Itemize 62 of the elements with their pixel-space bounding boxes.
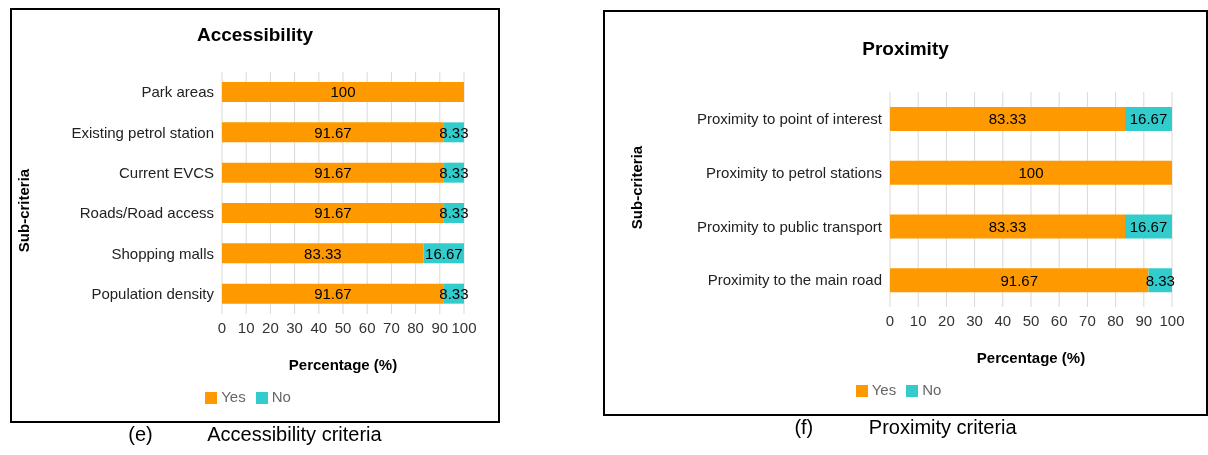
x-tick-label: 100 bbox=[1159, 311, 1185, 329]
x-tick-label: 40 bbox=[310, 318, 328, 336]
x-tick-label: 70 bbox=[383, 318, 400, 336]
x-tick-label: 50 bbox=[334, 318, 352, 336]
legend-label: No bbox=[922, 381, 942, 398]
x-tick-label: 30 bbox=[286, 318, 303, 336]
chart-title: Proximity bbox=[861, 37, 950, 61]
y-tick-label: Proximity to public transport bbox=[696, 217, 883, 235]
y-tick-label: Proximity to petrol stations bbox=[706, 163, 882, 181]
x-tick-label: 10 bbox=[237, 318, 255, 336]
bar bbox=[222, 243, 424, 264]
x-tick-label: 50 bbox=[1022, 311, 1040, 329]
y-tick-label: Shopping malls bbox=[111, 244, 214, 262]
x-tick-label: 90 bbox=[1135, 311, 1153, 329]
x-tick-label: 60 bbox=[1050, 311, 1068, 329]
data-label: 91.67 bbox=[314, 204, 352, 222]
x-tick-label: 90 bbox=[431, 318, 449, 336]
data-label: 83.33 bbox=[304, 244, 342, 262]
text: (e) Accessibility criteria bbox=[127, 423, 383, 446]
legend-label: Yes bbox=[871, 381, 897, 398]
x-tick-label: 0 bbox=[885, 311, 895, 329]
y-tick-label: Park areas bbox=[141, 83, 214, 101]
data-label: 16.67 bbox=[425, 244, 463, 262]
data-label: 83.33 bbox=[988, 110, 1027, 128]
x-tick-label: 30 bbox=[966, 311, 983, 329]
y-tick-label: Proximity to the main road bbox=[707, 271, 882, 289]
x-tick-label: 0 bbox=[217, 318, 227, 336]
x-axis-title: Percentage (%) bbox=[288, 356, 398, 373]
bar bbox=[890, 107, 1125, 131]
y-axis-title: Sub-criteria bbox=[628, 145, 646, 229]
x-tick-label: 60 bbox=[358, 318, 376, 336]
data-label: 91.67 bbox=[314, 284, 352, 302]
x-tick-label: 80 bbox=[407, 318, 424, 336]
data-label: 100 bbox=[1018, 164, 1044, 182]
bar bbox=[890, 214, 1125, 239]
text: (f) Proximity criteria bbox=[793, 416, 1018, 439]
x-tick-label: 70 bbox=[1079, 311, 1096, 329]
data-label: 91.67 bbox=[1000, 271, 1039, 289]
y-tick-label: Proximity to point of interest bbox=[696, 110, 883, 128]
data-label: 16.67 bbox=[1129, 110, 1168, 128]
data-label: 91.67 bbox=[314, 123, 352, 141]
y-tick-label: Existing petrol station bbox=[71, 123, 214, 141]
legend-label: Yes bbox=[221, 388, 246, 405]
chart-title: Accessibility bbox=[195, 23, 315, 47]
legend-label: No bbox=[271, 388, 291, 405]
y-tick-label: Current EVCS bbox=[118, 164, 214, 182]
x-tick-label: 100 bbox=[451, 318, 477, 336]
bar bbox=[890, 160, 1172, 185]
x-tick-label: 80 bbox=[1107, 311, 1124, 329]
data-label: 16.67 bbox=[1129, 217, 1168, 235]
data-label: 83.33 bbox=[988, 217, 1027, 235]
y-tick-label: Population density bbox=[91, 285, 215, 303]
data-label: 91.67 bbox=[314, 163, 352, 181]
data-label: 100 bbox=[330, 83, 356, 101]
x-tick-label: 20 bbox=[262, 318, 279, 336]
y-axis-title: Sub-criteria bbox=[15, 168, 33, 252]
bar bbox=[222, 82, 464, 102]
x-tick-label: 20 bbox=[938, 311, 955, 329]
x-tick-label: 40 bbox=[994, 311, 1012, 329]
x-tick-label: 10 bbox=[909, 311, 927, 329]
y-tick-label: Roads/Road access bbox=[79, 204, 214, 222]
x-axis-title: Percentage (%) bbox=[976, 349, 1086, 366]
